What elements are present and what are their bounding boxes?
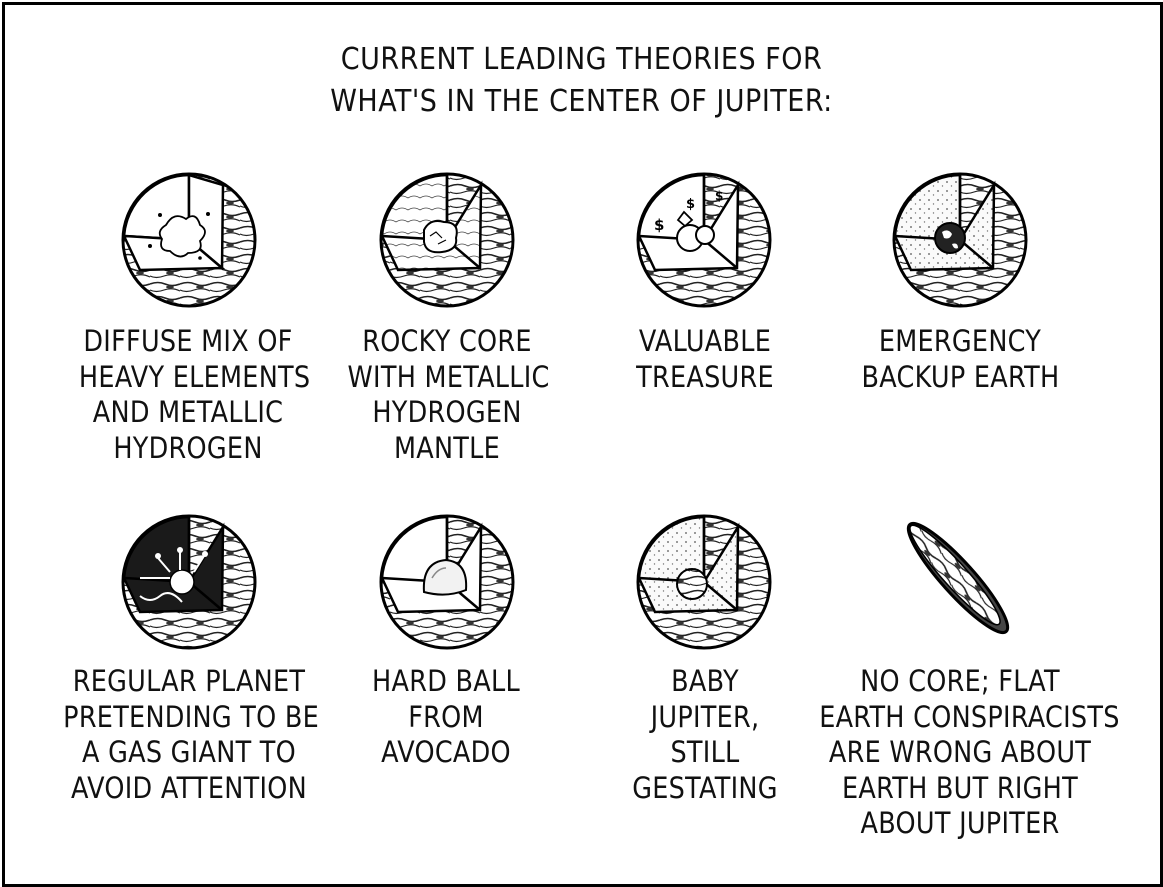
caption-regular-planet: REGULAR PLANET PRETENDING TO BE A GAS GIAN… — [63, 664, 320, 805]
rocky-core-jupiter-icon — [379, 172, 515, 308]
flat-jupiter-icon — [906, 521, 1010, 635]
treasure-jupiter-icon: $ $ $ — [636, 172, 772, 308]
caption-diffuse-mix: DIFFUSE MIX OF HEAVY ELEMENTS AND METALLIC… — [78, 324, 311, 465]
caption-avocado: HARD BALL FROM AVOCADO — [372, 664, 520, 769]
diffuse-mix-jupiter-icon — [121, 172, 257, 308]
svg-text:$: $ — [654, 216, 664, 234]
caption-flat-jupiter: NO CORE; FLAT EARTH CONSPIRACISTS ARE WRON… — [819, 664, 1120, 840]
avocado-jupiter-icon — [379, 514, 515, 650]
title-line-2: WHAT'S IN THE CENTER OF JUPITER: — [330, 84, 833, 119]
svg-text:$: $ — [715, 189, 723, 203]
caption-treasure: VALUABLE TREASURE — [636, 324, 774, 394]
backup-earth-jupiter-icon — [892, 172, 1028, 308]
baby-jupiter-icon — [636, 514, 772, 650]
regular-planet-jupiter-icon — [121, 514, 257, 650]
caption-baby-jupiter: BABY JUPITER, STILL GESTATING — [632, 664, 778, 805]
caption-rocky-core: ROCKY CORE WITH METALLIC HYDROGEN MANTLE — [347, 324, 550, 465]
title-line-1: CURRENT LEADING THEORIES FOR — [340, 42, 823, 77]
caption-backup-earth: EMERGENCY BACKUP EARTH — [861, 324, 1060, 394]
svg-text:$: $ — [686, 197, 695, 212]
